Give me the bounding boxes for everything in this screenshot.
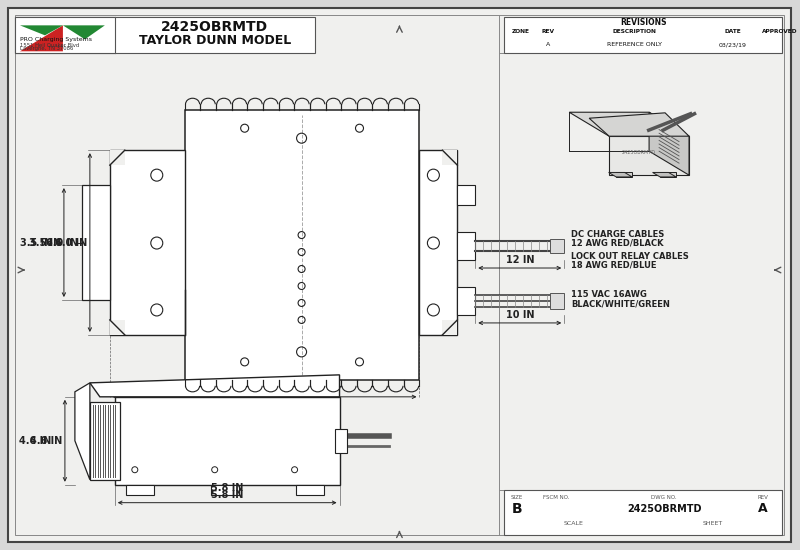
Bar [82, 185, 110, 300]
Text: 3.5 IN: 3.5 IN [20, 238, 52, 248]
Polygon shape [570, 112, 689, 136]
Text: SCALE: SCALE [564, 521, 584, 526]
Bar [126, 485, 154, 494]
Text: PRO Charging Systems: PRO Charging Systems [20, 37, 92, 42]
Bar [110, 320, 125, 335]
Text: 18 AWG RED/BLUE: 18 AWG RED/BLUE [571, 261, 657, 270]
Polygon shape [653, 173, 676, 177]
Polygon shape [616, 172, 632, 177]
Text: 5.8 IN: 5.8 IN [211, 483, 243, 493]
Text: 12.25 IN: 12.25 IN [240, 383, 290, 393]
Bar [458, 232, 475, 260]
Text: 115 VAC 16AWG: 115 VAC 16AWG [571, 290, 647, 299]
Bar [110, 150, 185, 335]
Bar [334, 429, 346, 453]
Polygon shape [75, 383, 90, 480]
Text: 10 IN: 10 IN [506, 310, 534, 320]
Text: 6.0 IN: 6.0 IN [46, 238, 78, 248]
Text: DESCRIPTION: DESCRIPTION [612, 29, 656, 34]
Text: 2425OBRMTD: 2425OBRMTD [627, 504, 702, 514]
Text: SIZE: SIZE [510, 495, 523, 500]
Text: REV: REV [542, 29, 554, 34]
Text: 03/23/19: 03/23/19 [719, 42, 747, 47]
Bar [15, 18, 314, 53]
Bar [550, 293, 564, 309]
Bar [115, 397, 339, 485]
Text: SHEET: SHEET [702, 521, 722, 526]
Bar [185, 110, 419, 380]
Polygon shape [589, 113, 689, 136]
Bar [295, 485, 323, 494]
Bar [419, 150, 458, 335]
Text: A: A [758, 502, 768, 515]
Text: REV: REV [758, 495, 768, 500]
Text: 4.6 IN: 4.6 IN [18, 436, 51, 446]
Text: TAYLOR DUNN MODEL: TAYLOR DUNN MODEL [138, 34, 291, 47]
Polygon shape [20, 25, 63, 51]
Text: 5.8 IN: 5.8 IN [211, 490, 243, 500]
Text: Lavergne, TN 37086: Lavergne, TN 37086 [20, 46, 74, 51]
Text: REFERENCE ONLY: REFERENCE ONLY [606, 42, 662, 47]
Text: DWG NO.: DWG NO. [651, 495, 677, 500]
Text: DC CHARGE CABLES: DC CHARGE CABLES [571, 229, 665, 239]
Bar [110, 150, 125, 165]
Bar [15, 18, 115, 53]
Bar [442, 150, 458, 165]
Text: 12 AWG RED/BLACK: 12 AWG RED/BLACK [571, 239, 664, 248]
Text: 6.0 IN: 6.0 IN [54, 238, 87, 248]
Bar [442, 320, 458, 335]
Text: 12 IN: 12 IN [506, 255, 534, 265]
Text: DATE: DATE [725, 29, 742, 34]
Text: REVISIONS: REVISIONS [620, 18, 666, 27]
Text: 1551 Heil Quaker Blvd: 1551 Heil Quaker Blvd [20, 42, 79, 47]
Text: FSCM NO.: FSCM NO. [543, 495, 570, 500]
Polygon shape [609, 173, 632, 177]
Bar [550, 239, 564, 253]
Polygon shape [20, 25, 63, 35]
Polygon shape [63, 25, 105, 40]
Bar [90, 402, 120, 480]
Text: LOCK OUT RELAY CABLES: LOCK OUT RELAY CABLES [571, 251, 689, 261]
Polygon shape [90, 375, 339, 397]
Text: APPROVED: APPROVED [762, 29, 798, 34]
Bar [504, 18, 782, 53]
Text: 2425OBRMTD: 2425OBRMTD [622, 150, 656, 155]
Polygon shape [609, 136, 689, 175]
Bar [504, 490, 782, 535]
Text: B: B [511, 502, 522, 516]
Text: BLACK/WHITE/GREEN: BLACK/WHITE/GREEN [571, 299, 670, 309]
Text: A: A [546, 42, 550, 47]
Text: ZONE: ZONE [511, 29, 530, 34]
Bar [458, 185, 475, 205]
Polygon shape [660, 172, 676, 177]
Text: 4.6 IN: 4.6 IN [30, 436, 62, 446]
Bar [210, 485, 238, 494]
Text: 2425OBRMTD: 2425OBRMTD [161, 20, 268, 34]
Bar [458, 287, 475, 315]
Polygon shape [649, 112, 689, 175]
Text: 3.5 IN: 3.5 IN [29, 238, 61, 248]
